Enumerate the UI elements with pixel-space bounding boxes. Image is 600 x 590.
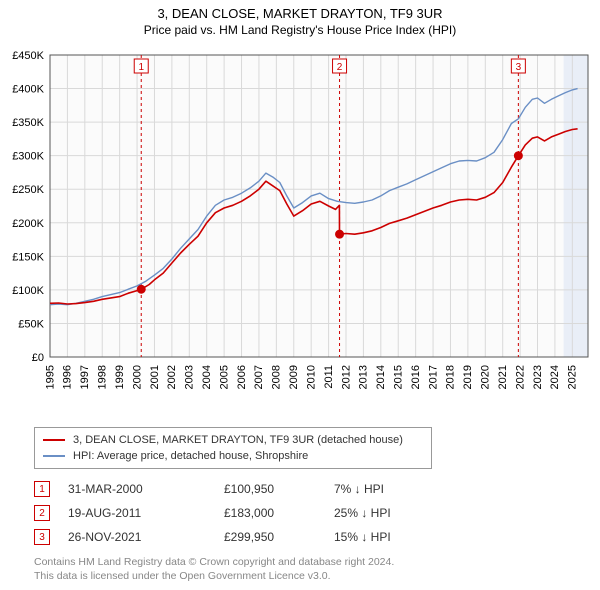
event-date: 26-NOV-2021 — [68, 530, 224, 544]
event-price: £299,950 — [224, 530, 334, 544]
page-subtitle: Price paid vs. HM Land Registry's House … — [0, 23, 600, 37]
attribution: Contains HM Land Registry data © Crown c… — [34, 555, 600, 583]
svg-text:1997: 1997 — [79, 365, 91, 389]
svg-text:2006: 2006 — [236, 365, 248, 389]
svg-text:2004: 2004 — [201, 365, 213, 389]
svg-text:2009: 2009 — [288, 365, 300, 389]
svg-text:2000: 2000 — [131, 365, 143, 389]
svg-text:2007: 2007 — [253, 365, 265, 389]
svg-text:2008: 2008 — [271, 365, 283, 389]
svg-text:2013: 2013 — [358, 365, 370, 389]
legend-swatch — [43, 439, 65, 441]
svg-text:2025: 2025 — [567, 365, 579, 389]
svg-text:1996: 1996 — [62, 365, 74, 389]
attribution-line: This data is licensed under the Open Gov… — [34, 569, 600, 583]
svg-text:£150K: £150K — [12, 251, 44, 263]
svg-text:2022: 2022 — [514, 365, 526, 389]
svg-text:2001: 2001 — [149, 365, 161, 389]
svg-text:1995: 1995 — [44, 365, 56, 389]
event-row: 3 26-NOV-2021£299,95015% ↓ HPI — [34, 525, 600, 549]
legend-swatch — [43, 455, 65, 457]
legend: 3, DEAN CLOSE, MARKET DRAYTON, TF9 3UR (… — [34, 427, 432, 469]
legend-label: 3, DEAN CLOSE, MARKET DRAYTON, TF9 3UR (… — [73, 434, 403, 446]
svg-text:2005: 2005 — [218, 365, 230, 389]
svg-text:2021: 2021 — [497, 365, 509, 389]
event-marker: 2 — [34, 505, 50, 521]
svg-text:£0: £0 — [32, 352, 44, 364]
events-table: 1 31-MAR-2000£100,9507% ↓ HPI 2 19-AUG-2011… — [34, 477, 600, 549]
svg-text:£200K: £200K — [12, 218, 44, 230]
event-row: 2 19-AUG-2011£183,00025% ↓ HPI — [34, 501, 600, 525]
event-delta: 15% ↓ HPI — [334, 530, 391, 544]
svg-text:2012: 2012 — [340, 365, 352, 389]
svg-text:£250K: £250K — [12, 184, 44, 196]
event-date: 31-MAR-2000 — [68, 482, 224, 496]
event-date: 19-AUG-2011 — [68, 506, 224, 520]
svg-text:2003: 2003 — [184, 365, 196, 389]
svg-text:2019: 2019 — [462, 365, 474, 389]
svg-text:1999: 1999 — [114, 365, 126, 389]
svg-text:2010: 2010 — [305, 365, 317, 389]
event-delta: 25% ↓ HPI — [334, 506, 391, 520]
svg-text:2002: 2002 — [166, 365, 178, 389]
svg-text:1: 1 — [138, 62, 144, 73]
svg-text:£350K: £350K — [12, 117, 44, 129]
svg-text:2011: 2011 — [323, 365, 335, 389]
legend-item: 3, DEAN CLOSE, MARKET DRAYTON, TF9 3UR (… — [43, 432, 423, 448]
event-delta: 7% ↓ HPI — [334, 482, 384, 496]
svg-text:£300K: £300K — [12, 151, 44, 163]
event-price: £183,000 — [224, 506, 334, 520]
svg-text:2020: 2020 — [480, 365, 492, 389]
svg-text:£50K: £50K — [18, 318, 44, 330]
event-marker: 3 — [34, 529, 50, 545]
svg-text:£450K: £450K — [12, 50, 44, 62]
svg-text:2024: 2024 — [549, 365, 561, 389]
svg-text:2017: 2017 — [427, 365, 439, 389]
legend-item: HPI: Average price, detached house, Shro… — [43, 448, 423, 464]
event-marker: 1 — [34, 481, 50, 497]
svg-text:2016: 2016 — [410, 365, 422, 389]
price-chart: £0 £50K £100K £150K £200K £250K £300K £350K £400… — [0, 41, 596, 421]
svg-text:£400K: £400K — [12, 84, 44, 96]
svg-text:£100K: £100K — [12, 285, 44, 297]
attribution-line: Contains HM Land Registry data © Crown c… — [34, 555, 600, 569]
event-price: £100,950 — [224, 482, 334, 496]
svg-text:2023: 2023 — [532, 365, 544, 389]
svg-text:2014: 2014 — [375, 365, 387, 389]
svg-text:2015: 2015 — [393, 365, 405, 389]
event-row: 1 31-MAR-2000£100,9507% ↓ HPI — [34, 477, 600, 501]
legend-label: HPI: Average price, detached house, Shro… — [73, 450, 308, 462]
svg-text:2018: 2018 — [445, 365, 457, 389]
svg-text:2: 2 — [337, 62, 343, 73]
svg-text:1998: 1998 — [97, 365, 109, 389]
svg-text:3: 3 — [516, 62, 522, 73]
page-title: 3, DEAN CLOSE, MARKET DRAYTON, TF9 3UR — [0, 6, 600, 21]
